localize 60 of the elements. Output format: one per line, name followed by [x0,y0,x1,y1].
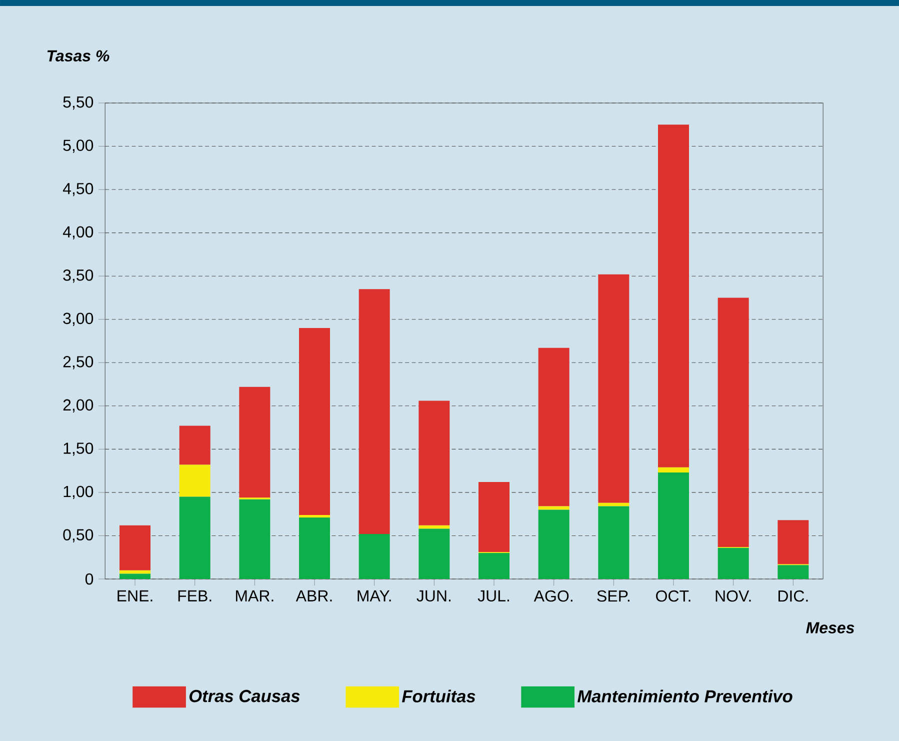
y-tick-label: 3,50 [63,269,94,283]
y-tick-label: 1,50 [64,442,94,456]
bar [179,496,210,579]
bar [418,525,450,529]
y-tick-label: 2,50 [63,356,94,370]
bar [299,328,330,515]
bar [598,274,630,503]
y-tick-label: 3,00 [63,312,94,326]
bar [418,400,450,526]
bar [478,553,510,579]
bar [299,514,330,518]
x-tick-label: MAR. [236,590,274,602]
bar [299,518,330,579]
x-axis-title: Meses [806,622,854,634]
bar [538,348,570,506]
bar [120,525,151,570]
x-tick-label: MAY. [358,590,391,602]
x-tick-label: ENE. [118,590,152,602]
bar [778,565,809,579]
bar [358,534,390,579]
bar [120,570,151,574]
bar [358,289,390,534]
bar [598,506,630,579]
x-tick-label: NOV. [716,590,751,602]
bar [179,464,210,497]
x-tick-label: OCT. [656,590,690,602]
bar [658,467,690,473]
y-tick-label: 0,50 [63,529,94,542]
bar [778,520,809,564]
x-tick-label: JUN. [416,590,450,602]
bar [658,124,690,468]
y-tick-label: 0 [85,573,94,585]
bar [598,502,630,506]
y-tick-label: 4,00 [62,226,94,240]
bar [239,499,270,579]
x-tick-label: DIC. [778,590,808,602]
bar [658,472,690,579]
bar [179,426,210,465]
bar [418,528,450,579]
x-tick-label: ABR. [296,590,332,602]
y-tick-label: 1,00 [64,486,94,500]
y-tick-label: 5,50 [63,96,94,110]
legend-label: Fortuitas [402,690,476,702]
y-tick-label: 2,00 [63,399,94,413]
bar [120,574,151,579]
x-tick-label: SEP. [597,590,630,602]
bar [538,506,570,510]
bar [718,548,749,579]
bar [478,482,510,552]
x-tick-label: JUL. [478,590,509,602]
x-tick-label: FEB. [178,590,212,602]
legend-label: Mantenimiento Preventivo [577,690,792,702]
bar [538,510,570,579]
bar [718,298,749,547]
x-tick-label: AGO. [534,590,572,602]
legend-label: Otras Causas [189,690,300,702]
y-tick-label: 4,50 [62,182,94,196]
y-axis-title: Tasas % [47,50,110,62]
y-tick-label: 5,00 [63,140,94,153]
bar [239,386,270,498]
